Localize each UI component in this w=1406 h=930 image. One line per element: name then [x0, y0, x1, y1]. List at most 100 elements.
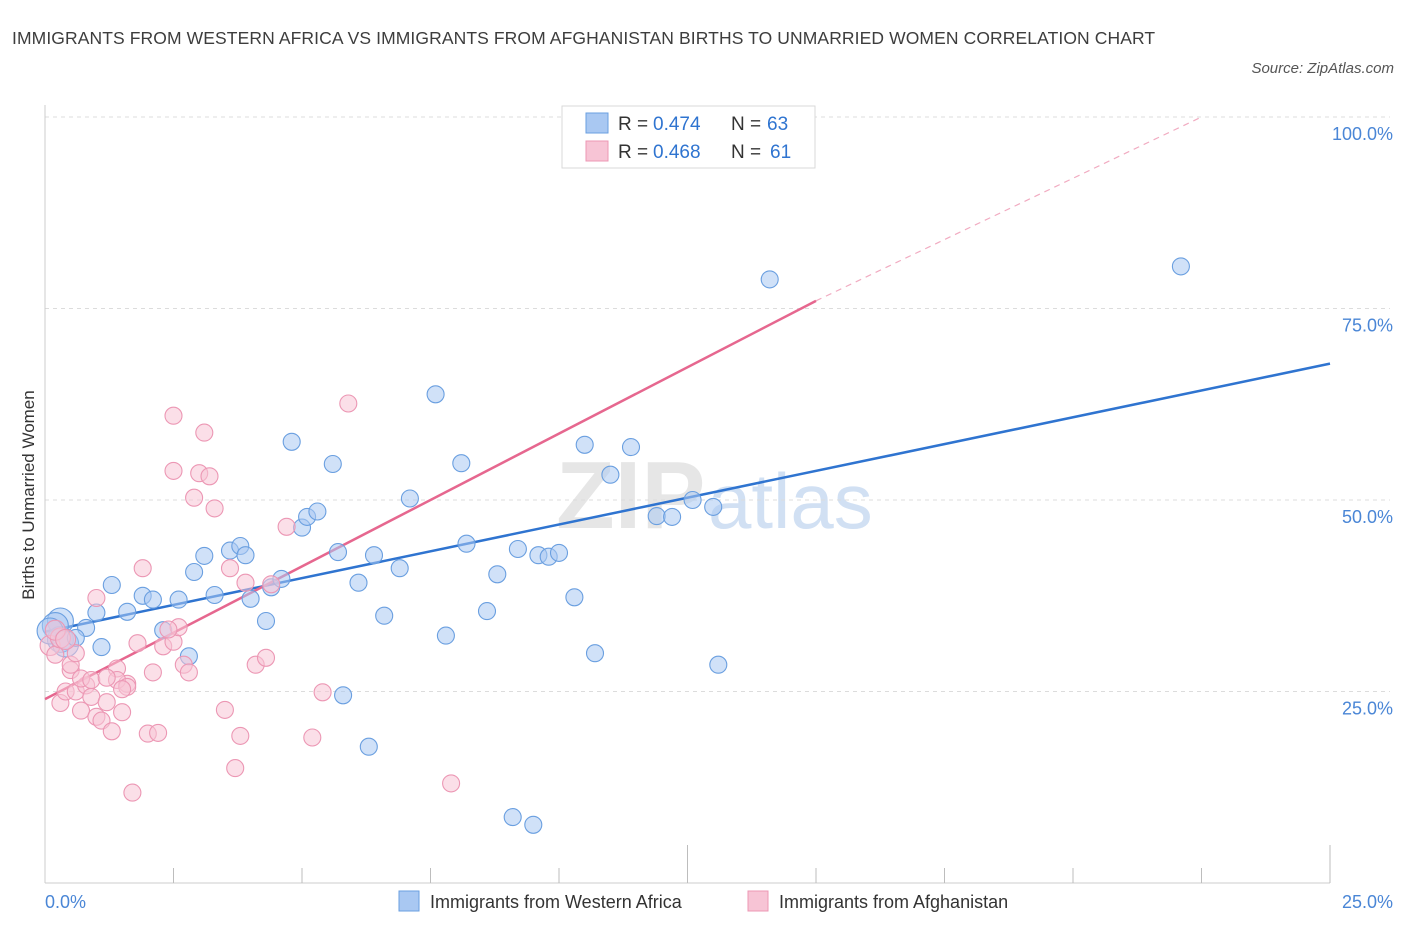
source-label: Source: ZipAtlas.com [1251, 60, 1394, 77]
point-series-1-35 [231, 726, 250, 745]
y-tick-label-1: 75.0% [1342, 316, 1393, 336]
stats-legend: R = 0.474 N = 63 R = 0.468 N = 61 [561, 105, 816, 169]
series-legend-swatch-afghanistan [747, 890, 769, 912]
x-tick-label-0: 0.0% [45, 892, 86, 912]
point-series-0-52 [647, 507, 666, 526]
point-series-0-49 [585, 644, 605, 663]
point-series-1-52 [82, 670, 101, 690]
point-series-0-41 [503, 808, 522, 827]
legend-n-value-1: 63 [767, 114, 788, 135]
point-series-1-6 [71, 701, 91, 720]
trend-lines [44, 116, 1331, 701]
point-series-0-35 [426, 385, 445, 404]
point-series-0-12 [185, 562, 204, 582]
y-tick-label-2: 50.0% [1342, 507, 1393, 527]
point-series-1-40 [277, 517, 296, 536]
point-series-0-13 [195, 546, 214, 565]
series-legend-label-afghanistan: Immigrants from Afghanistan [779, 892, 1008, 912]
series-legend: Immigrants from Western Africa Immigrant… [398, 890, 1008, 912]
point-series-0-32 [375, 606, 394, 625]
y-tick-label-0: 100.0% [1332, 124, 1393, 144]
point-series-0-27 [328, 543, 348, 562]
point-series-0-54 [683, 490, 702, 510]
point-series-1-33 [220, 559, 240, 578]
watermark-zip: ZIP [556, 442, 705, 549]
trend-extension-series-1 [815, 116, 1202, 302]
point-series-1-34 [226, 759, 245, 778]
point-series-1-31 [205, 499, 224, 518]
point-series-0-50 [601, 465, 620, 484]
point-series-0-10 [169, 590, 188, 609]
point-series-0-30 [359, 737, 378, 756]
point-series-1-47 [87, 588, 106, 608]
point-series-1-58 [159, 620, 178, 639]
point-series-0-22 [282, 432, 301, 451]
y-tick-label-3: 25.0% [1342, 699, 1393, 719]
point-series-0-28 [334, 686, 353, 705]
point-series-0-14 [205, 585, 224, 605]
point-series-1-27 [185, 488, 204, 507]
point-series-1-43 [339, 394, 358, 413]
point-series-0-56 [709, 655, 728, 674]
legend-r-label-1: R = [618, 114, 648, 135]
legend-swatch-afghanistan [585, 140, 609, 162]
point-series-0-25 [308, 502, 327, 521]
point-series-0-58 [1171, 257, 1190, 276]
point-series-0-17 [236, 546, 255, 565]
point-series-1-54 [113, 680, 132, 699]
point-series-0-26 [323, 454, 342, 474]
legend-swatch-western-africa [585, 112, 609, 134]
point-series-1-46 [164, 461, 183, 480]
point-series-0-31 [364, 546, 384, 565]
point-series-1-57 [66, 644, 85, 663]
point-series-0-38 [457, 534, 476, 553]
point-series-1-30 [200, 467, 219, 486]
legend-r-label-2: R = [618, 142, 648, 163]
point-series-1-44 [442, 774, 461, 793]
point-series-0-4 [92, 638, 111, 657]
point-series-1-32 [215, 700, 234, 719]
point-series-1-21 [149, 723, 168, 742]
watermark-atlas: atlas [708, 457, 873, 545]
point-series-0-42 [508, 539, 527, 559]
point-series-1-41 [303, 728, 322, 747]
point-series-0-43 [524, 815, 543, 834]
point-series-0-48 [575, 435, 594, 454]
point-series-1-39 [262, 575, 281, 594]
point-series-0-47 [565, 588, 584, 607]
point-series-0-19 [256, 611, 276, 631]
legend-n-label-1: N = [731, 114, 761, 135]
point-series-1-8 [82, 687, 101, 706]
point-series-1-38 [256, 648, 276, 667]
point-series-0-51 [621, 438, 641, 457]
point-series-0-37 [452, 454, 471, 473]
x-tick-label-1: 25.0% [1342, 892, 1393, 912]
tick-labels: 100.0% 75.0% 50.0% 25.0% 0.0% 25.0% [45, 124, 1393, 912]
series-legend-label-western-africa: Immigrants from Western Africa [430, 892, 683, 912]
point-series-1-20 [143, 663, 162, 682]
point-series-0-18 [241, 589, 260, 608]
point-series-0-29 [349, 573, 368, 592]
point-series-0-40 [488, 565, 507, 584]
point-series-0-39 [477, 602, 497, 621]
point-series-0-57 [760, 270, 779, 289]
y-axis-label: Births to Unmarried Women [19, 390, 38, 599]
chart-title: IMMIGRANTS FROM WESTERN AFRICA VS IMMIGR… [12, 28, 1156, 48]
point-series-0-46 [549, 543, 569, 562]
legend-n-value-2: 61 [770, 142, 791, 163]
point-series-1-14 [113, 703, 132, 722]
point-series-0-36 [436, 626, 455, 645]
axes [44, 105, 1331, 884]
point-series-0-55 [704, 497, 723, 516]
point-series-1-17 [128, 634, 147, 653]
point-series-0-8 [143, 590, 162, 609]
point-series-1-26 [179, 663, 198, 682]
data-points [36, 107, 1190, 834]
point-series-1-11 [97, 693, 116, 712]
point-series-1-12 [102, 722, 121, 741]
point-series-0-5 [102, 575, 121, 595]
point-series-0-6 [118, 602, 137, 621]
legend-r-value-2: 0.468 [653, 142, 701, 163]
point-series-0-34 [400, 489, 419, 508]
